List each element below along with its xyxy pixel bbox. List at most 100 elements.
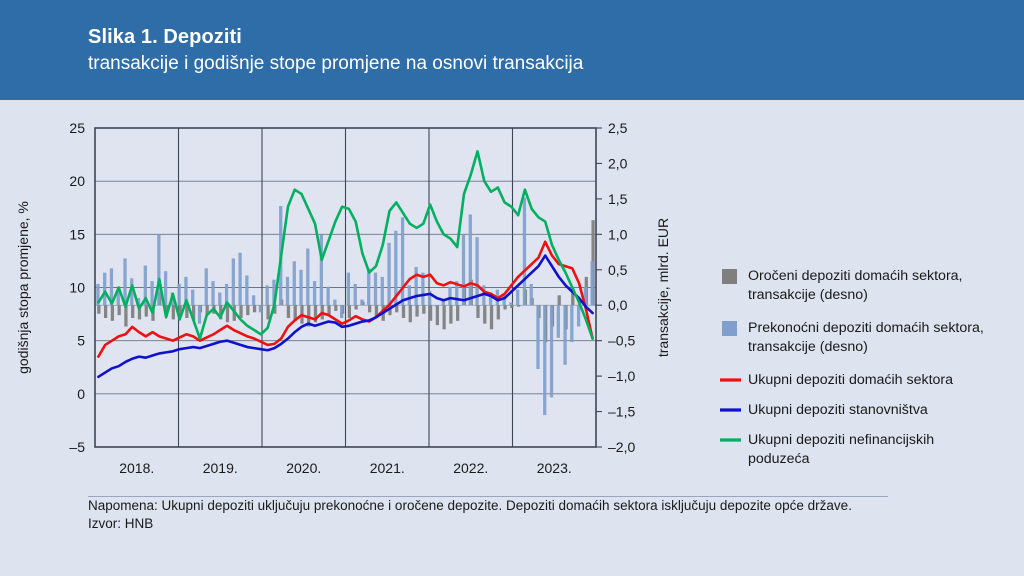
bar-prekonocni — [353, 283, 357, 306]
bar-prekonocni — [109, 268, 114, 306]
bar-prekonocni — [563, 305, 567, 365]
bar-prekonocni — [400, 217, 405, 306]
bar-prekonocni — [312, 281, 317, 306]
plot-frame — [94, 127, 597, 448]
bar-orocheni — [144, 305, 148, 317]
legend-label-0: Oročeni depoziti domaćih sektora, — [748, 268, 963, 284]
bar-prekonocni — [529, 283, 533, 306]
bar-orocheni — [117, 305, 121, 316]
bar-prekonocni — [204, 268, 208, 306]
y2-axis-tick-label: 0,0 — [608, 297, 628, 313]
bar-orocheni — [273, 305, 277, 314]
bar-orocheni — [124, 305, 128, 327]
bar-prekonocni — [367, 268, 371, 306]
bar-orocheni — [191, 305, 196, 321]
bar-prekonocni — [96, 283, 100, 306]
y-axis-tick-label: –5 — [69, 439, 85, 455]
bar-prekonocni — [130, 278, 134, 306]
deposits-chart: 25 20 15 10 5 0 –5 godišnja stopa promjene, % 2,… — [15, 120, 984, 476]
bar-prekonocni — [306, 248, 310, 306]
bar-orocheni — [395, 305, 399, 313]
legend-label-4-cont: poduzeća — [748, 451, 810, 467]
bar-orocheni — [354, 305, 358, 310]
bar-orocheni — [185, 305, 189, 318]
y-axis-tick-label: 20 — [69, 173, 85, 189]
x-axis-tick-label: 2021. — [370, 460, 405, 476]
bar-prekonocni — [326, 286, 330, 306]
bar-prekonocni — [360, 299, 364, 306]
line-series-2 — [97, 150, 594, 340]
bar-prekonocni — [455, 281, 459, 306]
bar-orocheni — [164, 305, 169, 316]
bar-orocheni — [334, 305, 338, 311]
bar-prekonocni — [333, 299, 337, 306]
note-line-2: Izvor: HNB — [88, 516, 154, 531]
bar-prekonocni — [394, 230, 398, 306]
bar-prekonocni — [299, 269, 303, 306]
line-series-1 — [97, 254, 594, 379]
bar-prekonocni — [285, 276, 290, 306]
bar-prekonocni — [177, 283, 181, 306]
bar-orocheni — [516, 305, 521, 307]
bar-orocheni — [286, 305, 291, 318]
bar-orocheni — [510, 305, 514, 309]
bar-prekonocni — [522, 197, 527, 306]
bar-orocheni — [246, 305, 250, 316]
legend-swatch-0 — [722, 269, 737, 284]
legend-label-1: Prekonoćni depoziti domaćih sektora, — [748, 320, 984, 336]
y-axis-title: godišnja stopa promjene, % — [15, 201, 31, 374]
bar-prekonocni — [252, 295, 256, 306]
bar-orocheni — [368, 305, 372, 313]
bar-orocheni — [496, 305, 500, 320]
bar-prekonocni — [157, 234, 161, 306]
bar-prekonocni — [434, 305, 439, 307]
chart-legend: Oročeni depoziti domaćih sektora, transak… — [720, 268, 984, 467]
bar-orocheni — [313, 305, 318, 323]
bar-prekonocni — [556, 305, 560, 338]
bar-orocheni — [428, 305, 433, 321]
y-axis-tick-label: 25 — [69, 120, 85, 136]
bar-orocheni — [171, 305, 175, 320]
bar-prekonocni — [136, 298, 141, 306]
bar-prekonocni — [421, 272, 425, 306]
y2-axis-tick-label: 1,0 — [608, 226, 628, 242]
x-axis-tick-label: 2023. — [537, 460, 572, 476]
bar-prekonocni — [123, 258, 127, 306]
bar-orocheni — [97, 305, 101, 314]
bar-orocheni — [456, 305, 460, 321]
bar-prekonocni — [231, 258, 235, 306]
bar-orocheni — [571, 286, 575, 306]
bar-orocheni — [131, 305, 135, 318]
bar-orocheni — [205, 305, 209, 316]
y2-axis-tick-label: 0,5 — [608, 262, 628, 278]
bar-prekonocni — [116, 289, 120, 306]
bars-prekonocni-group — [96, 197, 594, 416]
y2-axis-tick-label: 1,5 — [608, 191, 628, 207]
bar-prekonocni — [414, 266, 418, 306]
bar-orocheni — [422, 305, 426, 314]
bar-orocheni — [435, 305, 439, 326]
bar-orocheni — [219, 305, 223, 320]
y-axis-tick-label: 10 — [69, 280, 85, 296]
bar-prekonocni — [340, 305, 344, 318]
legend-label-4: Ukupni depoziti nefinancijskih — [748, 432, 934, 448]
bar-prekonocni — [265, 285, 269, 306]
x-axis-tick-label: 2022. — [453, 460, 488, 476]
bar-orocheni — [225, 305, 230, 323]
legend-label-1-cont: transakcije (desno) — [748, 339, 868, 355]
bar-prekonocni — [407, 285, 411, 306]
bar-orocheni — [503, 305, 507, 310]
bar-prekonocni — [238, 252, 242, 306]
y2-axis-tick-label: –2,0 — [608, 439, 635, 455]
bar-prekonocni — [184, 276, 188, 306]
bar-orocheni — [374, 305, 379, 318]
bar-orocheni — [110, 305, 115, 321]
y-axis-tick-label: 15 — [69, 226, 85, 242]
legend-label-0-cont: transakcije (desno) — [748, 287, 868, 303]
bar-orocheni — [178, 305, 182, 317]
bar-prekonocni — [143, 265, 147, 306]
y2-axis-tick-label: –0,5 — [608, 333, 635, 349]
bar-orocheni — [489, 305, 494, 330]
bar-prekonocni — [224, 283, 229, 306]
bar-prekonocni — [576, 305, 581, 327]
